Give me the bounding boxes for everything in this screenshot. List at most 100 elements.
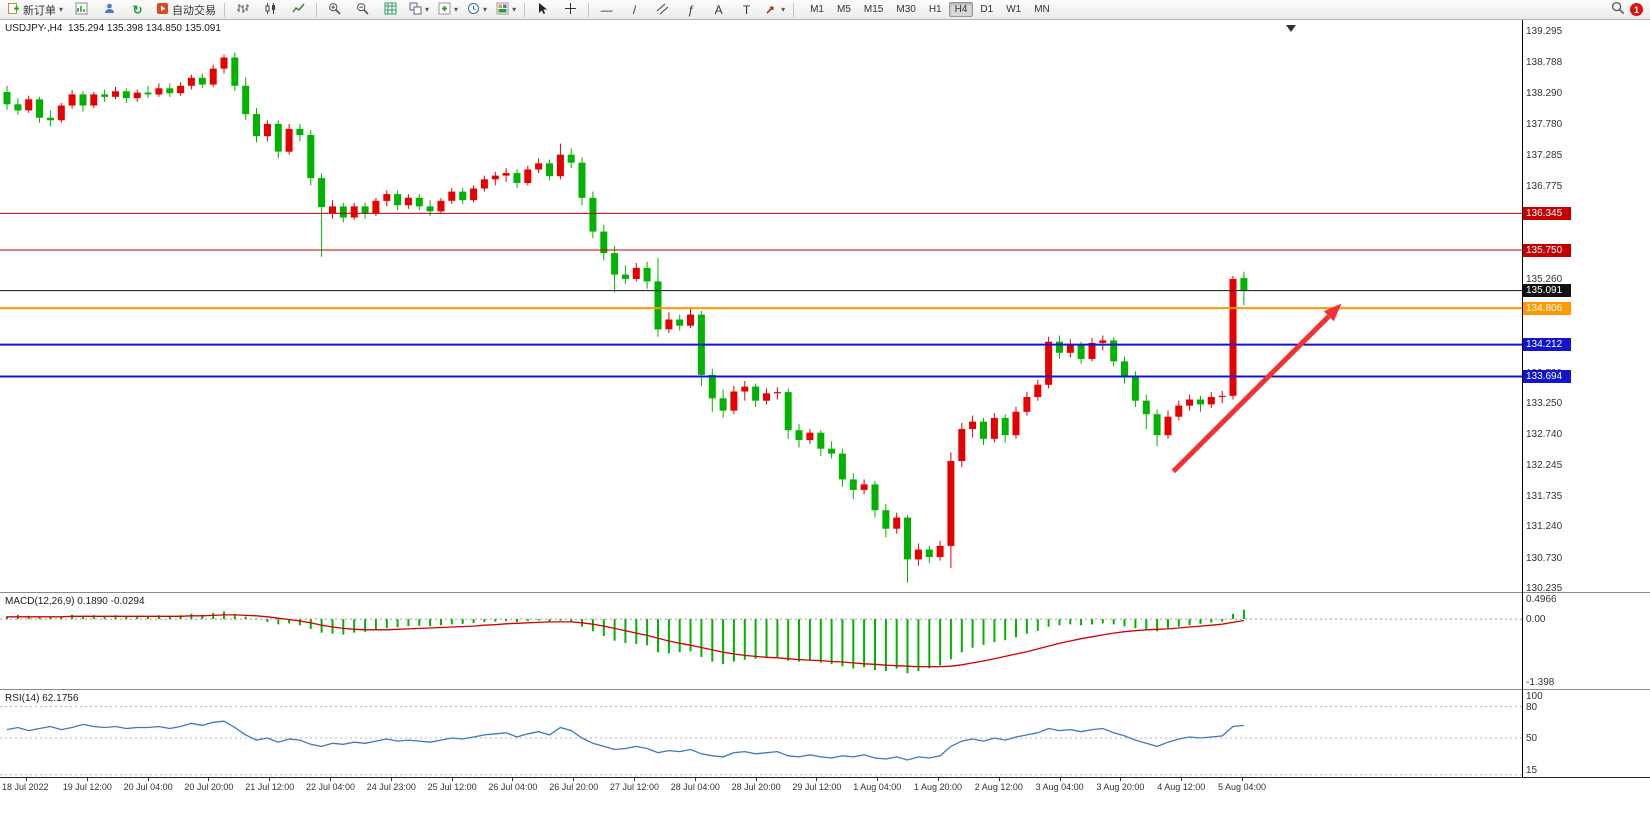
time-axis-tick	[1059, 778, 1061, 781]
templates-button[interactable]: ▾	[492, 0, 520, 19]
panel-separator[interactable]	[0, 689, 1650, 690]
price-axis-tick: 135.260	[1526, 274, 1563, 286]
label-tool-icon: T	[742, 2, 751, 17]
crosshair-button[interactable]	[557, 0, 584, 19]
time-axis-tick	[634, 778, 635, 781]
tf-h1-button[interactable]: H1	[928, 4, 942, 15]
price-flag: 135.750	[1523, 243, 1571, 257]
trend-arrow-annotation[interactable]	[1171, 303, 1342, 474]
time-axis-label: 5 Aug 04:00	[1218, 782, 1267, 792]
line-chart-button[interactable]	[285, 0, 312, 19]
price-axis-tick: 137.285	[1526, 149, 1563, 161]
autotrading-button[interactable]: 自动交易	[152, 0, 220, 19]
price-axis-tick: 132.740	[1526, 429, 1563, 441]
periods-button[interactable]: ▾	[463, 0, 491, 19]
time-axis-tick	[877, 778, 879, 781]
grid-icon	[384, 2, 397, 18]
text-tool-button[interactable]: A	[705, 0, 732, 19]
time-axis-tick	[390, 778, 392, 781]
text-tool-icon: A	[714, 2, 723, 17]
notification-badge[interactable]: 1	[1630, 3, 1643, 16]
time-axis-tick	[86, 778, 88, 781]
time-axis-label: 28 Jul 20:00	[731, 782, 781, 792]
new-order-label: 新订单	[23, 4, 56, 17]
cursor-button[interactable]	[529, 0, 556, 19]
autotrading-label: 自动交易	[172, 4, 217, 17]
time-axis-label: 19 Jul 12:00	[62, 782, 112, 792]
price-flag: 134.806	[1523, 301, 1571, 315]
caret-down-icon: ▾	[59, 5, 64, 14]
time-axis-tick	[694, 778, 696, 781]
time-axis-tick	[1120, 778, 1122, 781]
time-axis-label: 20 Jul 04:00	[123, 782, 173, 792]
tf-m5-button[interactable]: M5	[837, 4, 851, 15]
time-axis-tick	[1181, 778, 1183, 781]
time-axis-label: 26 Jul 20:00	[549, 782, 599, 792]
time-axis-label: 26 Jul 04:00	[488, 782, 538, 792]
new-order-button[interactable]: 新订单 ▾	[3, 0, 67, 19]
search-icon[interactable]	[1611, 1, 1625, 18]
grid-button[interactable]	[377, 0, 404, 19]
zoom-in-button[interactable]	[321, 0, 348, 19]
price-axis-tick: 137.780	[1526, 119, 1563, 131]
hline-tool-icon: —	[600, 2, 613, 17]
tf-d1-button[interactable]: D1	[980, 4, 994, 15]
tile-windows-button[interactable]: ▾	[405, 0, 433, 19]
macd-axis[interactable]: 0.4966 0.00 -1.398	[1523, 593, 1649, 689]
panel-separator[interactable]	[0, 592, 1650, 593]
profiles-button[interactable]	[96, 0, 123, 19]
time-axis-tick	[998, 778, 1000, 781]
price-flag: 135.091	[1523, 284, 1571, 298]
toolbar-right: 1	[1611, 1, 1647, 18]
profiles-icon	[103, 2, 116, 18]
price-axis-tick: 138.788	[1526, 57, 1563, 69]
autotrading-icon	[156, 2, 169, 18]
trendline-tool-button[interactable]: /	[621, 0, 648, 19]
macd-panel[interactable]: MACD(12,26,9) 0.1890 -0.0294 0.4966 0.00 -…	[0, 593, 1650, 689]
channel-tool-button[interactable]	[649, 0, 676, 19]
price-axis-tick: 131.735	[1526, 491, 1563, 502]
time-axis-label: 3 Aug 04:00	[1035, 782, 1084, 792]
hline-tool-button[interactable]: —	[593, 0, 620, 19]
time-axis[interactable]: 18 Jul 2022 19 Jul 12:00 20 Jul 04:00 20 Ju…	[0, 777, 1650, 799]
tf-m15-button[interactable]: M15	[863, 4, 884, 15]
price-axis-tick: 130.235	[1526, 583, 1563, 595]
tf-mn-button[interactable]: MN	[1034, 4, 1050, 15]
candlestick-chart-button[interactable]	[257, 0, 284, 19]
rsi-panel[interactable]: RSI(14) 62.1756 100 80 50 15	[0, 690, 1650, 777]
rsi-axis[interactable]: 100 80 50 15	[1523, 690, 1649, 777]
price-axis-border	[1522, 20, 1523, 777]
price-axis[interactable]: 139.295 138.788 138.290 137.780 137.285 136.7…	[1523, 20, 1649, 595]
candlestick-chart[interactable]	[0, 20, 1522, 592]
caret-down-icon: ▾	[512, 5, 517, 14]
label-tool-button[interactable]: T	[733, 0, 760, 19]
time-axis-tick	[816, 778, 818, 781]
tf-w1-button[interactable]: W1	[1006, 4, 1022, 15]
price-axis-tick: 130.730	[1526, 552, 1563, 564]
rsi-chart[interactable]	[0, 690, 1522, 777]
tf-h4-button[interactable]: H4	[948, 2, 974, 17]
time-axis-tick	[1242, 778, 1243, 781]
bar-chart-button[interactable]	[229, 0, 256, 19]
tf-m1-button[interactable]: M1	[810, 4, 824, 15]
tile-windows-icon	[409, 2, 422, 18]
indicators-button[interactable]: ▾	[434, 0, 462, 19]
toolbar-separator	[316, 2, 318, 17]
time-axis-tick	[330, 778, 331, 781]
indicators-icon	[438, 2, 451, 18]
macd-label: MACD(12,26,9) 0.1890 -0.0294	[5, 596, 145, 607]
time-axis-label: 25 Jul 12:00	[427, 782, 477, 792]
toolbar-separator	[588, 2, 590, 17]
macd-chart[interactable]	[0, 593, 1522, 689]
time-axis-tick	[147, 778, 149, 781]
refresh-button[interactable]: ↻	[124, 0, 151, 19]
rsi-axis-tick: 80	[1526, 701, 1538, 713]
tf-m30-button[interactable]: M30	[896, 4, 916, 15]
fibonacci-tool-button[interactable]: ƒ	[677, 0, 704, 19]
price-chart-panel[interactable]: USDJPY-,H4 135.294 135.398 134.850 135.0…	[0, 20, 1650, 595]
time-axis-label: 29 Jul 12:00	[792, 782, 842, 792]
chart-shift-marker[interactable]	[1286, 25, 1296, 32]
chart-window-button[interactable]	[68, 0, 95, 19]
shapes-tool-button[interactable]: ▾	[761, 0, 789, 19]
zoom-out-button[interactable]	[349, 0, 376, 19]
